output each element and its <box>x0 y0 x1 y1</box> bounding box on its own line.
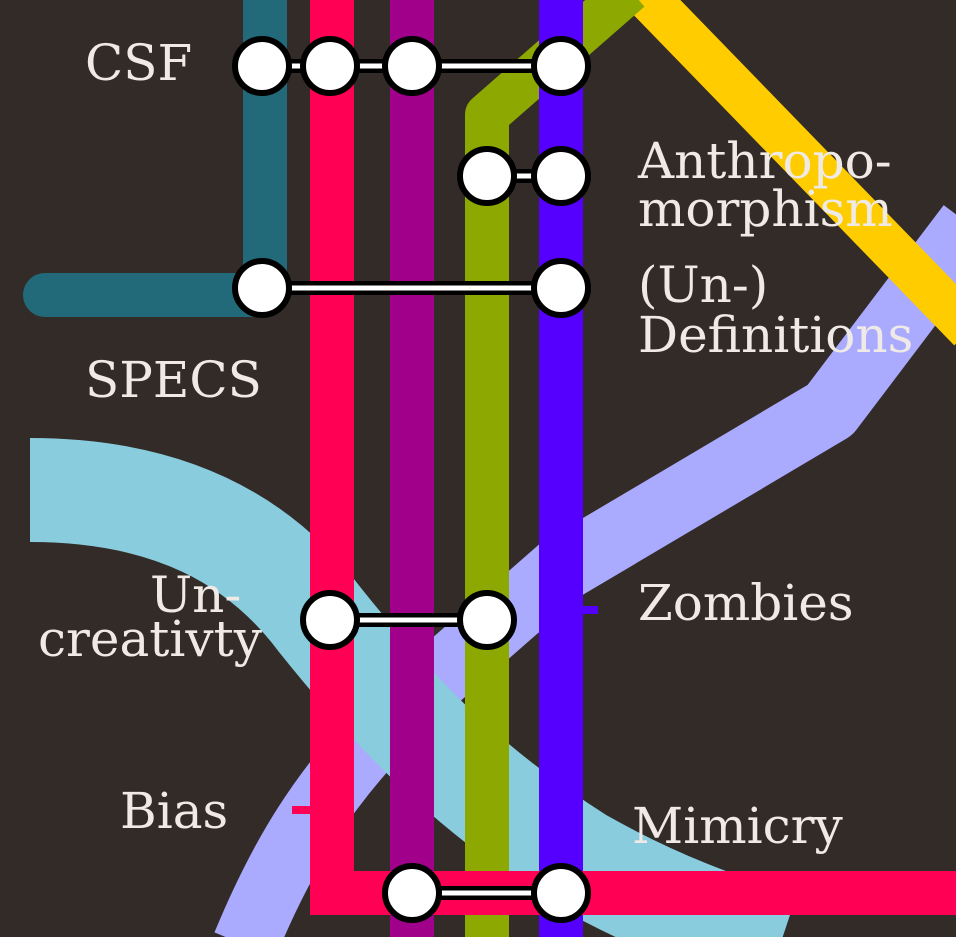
line-yellow <box>624 0 956 346</box>
station-uncreativty-olive[interactable] <box>457 590 517 650</box>
label-specs: SPECS <box>85 351 262 409</box>
station-bottom-violet[interactable] <box>531 863 591 923</box>
label-csf: CSF <box>85 34 192 92</box>
station-csf-violet[interactable] <box>531 36 591 96</box>
station-anthropomorphism-olive[interactable] <box>457 146 517 206</box>
label-uncreativty-line2: creativty <box>38 610 263 668</box>
label-anthropomorphism-line2: morphism <box>638 180 893 238</box>
label-anthropomorphism-line1: Anthropo- <box>637 132 892 190</box>
station-csf-teal[interactable] <box>232 36 292 96</box>
station-undefinitions-violet[interactable] <box>531 258 591 318</box>
station-csf-red[interactable] <box>300 36 360 96</box>
station-undefinitions-teal[interactable] <box>232 258 292 318</box>
label-undefinitions-line1: (Un-) <box>638 256 768 314</box>
station-csf-magenta[interactable] <box>382 36 442 96</box>
station-bottom-magenta[interactable] <box>382 863 442 923</box>
label-zombies: Zombies <box>638 574 854 632</box>
station-anthropomorphism-violet[interactable] <box>531 146 591 206</box>
label-mimicry: Mimicry <box>632 797 843 855</box>
label-bias: Bias <box>120 782 228 840</box>
label-undefinitions-line2: Definitions <box>638 306 913 364</box>
label-uncreativty-line1: Un- <box>150 566 241 624</box>
station-uncreativty-red[interactable] <box>300 590 360 650</box>
